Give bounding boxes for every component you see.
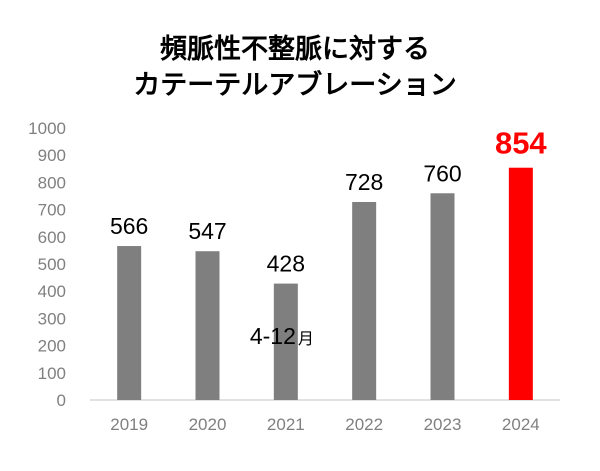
x-tick-label: 2020 [189,415,227,434]
data-label-2021: 428 [267,251,305,277]
data-label-2024: 854 [495,126,547,161]
chart-title-line-1: 頻脈性不整脈に対する [160,34,430,65]
y-tick-label: 100 [38,364,66,383]
x-tick-label: 2024 [502,415,540,434]
y-tick-label: 1000 [28,119,66,138]
bar-2023 [430,193,455,400]
y-tick-label: 0 [57,391,66,410]
x-tick-label: 2022 [345,415,383,434]
data-label-2022: 728 [345,169,383,195]
y-tick-label: 700 [38,201,66,220]
y-tick-label: 400 [38,282,66,301]
bars [117,167,533,400]
chart-title: 頻脈性不整脈に対する カテーテルアブレーション [133,34,456,101]
annotation-unit: 月 [298,329,314,348]
bar-2024 [508,167,533,400]
annotation-2021-period: 4-12 月 [250,323,314,349]
y-tick-label: 500 [38,255,66,274]
x-tick-label: 2019 [110,415,148,434]
data-label-2020: 547 [188,218,226,244]
x-tick-label: 2023 [424,415,462,434]
data-labels: 566 547 428 728 760 854 [110,126,547,277]
x-tick-label: 2021 [267,415,305,434]
annotation-main: 4-12 [250,323,296,349]
y-tick-label: 900 [38,146,66,165]
annotations: 4-12 月 [250,323,314,349]
y-tick-label: 300 [38,309,66,328]
bar-2021 [273,283,298,400]
data-label-2023: 760 [423,160,461,186]
bar-2019 [117,246,142,400]
y-tick-label: 600 [38,228,66,247]
bar-2020 [195,251,220,400]
y-tick-label: 200 [38,337,66,356]
axes: 0 100 200 300 400 500 600 700 800 900 1000 2019 2020… [28,119,560,434]
y-tick-label: 800 [38,173,66,192]
chart-title-line-2: カテーテルアブレーション [133,69,456,101]
bar-2022 [352,201,377,400]
data-label-2019: 566 [110,213,148,239]
